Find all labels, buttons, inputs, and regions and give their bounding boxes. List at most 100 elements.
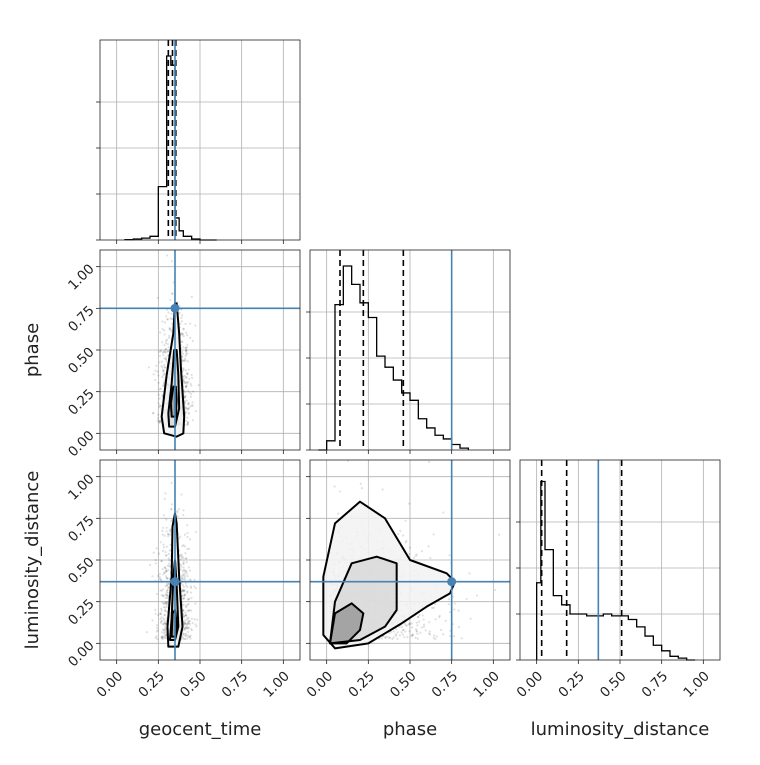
sample-point [186,622,190,625]
sample-point [408,622,412,625]
sample-point [183,533,187,536]
sample-point [427,545,430,548]
sample-point [158,404,162,407]
sample-point [163,344,166,347]
sample-point [181,544,184,548]
sample-point [187,566,190,569]
sample-point [183,624,186,627]
sample-point [460,637,463,640]
sample-point [180,588,183,591]
sample-point [186,603,189,607]
sample-point [165,589,169,592]
sample-point [438,616,441,619]
y-tick-label: 0.00 [65,428,98,461]
sample-point [182,578,185,581]
sample-point [396,637,399,640]
sample-point [182,597,185,600]
y-tick-label: 1.00 [65,471,98,504]
sample-point [164,356,168,359]
sample-point [415,630,418,633]
sample-point [180,332,183,335]
sample-point [447,603,450,606]
sample-point [185,627,189,630]
sample-point [185,349,188,353]
y-tick-label: 1.00 [65,261,98,294]
truth-marker [170,303,180,313]
sample-point [182,562,185,566]
x-axis-label-luminosity_distance: luminosity_distance [531,719,710,740]
sample-point [155,624,159,627]
sample-point [154,612,157,615]
sample-point [182,328,185,331]
sample-point [163,618,166,622]
sample-point [182,616,185,619]
sample-point [183,576,186,579]
sample-point [187,389,190,392]
sample-point [160,636,163,639]
sample-point [411,633,414,636]
sample-point [184,574,187,578]
sample-point [417,615,420,619]
sample-point [422,625,426,628]
sample-point [392,630,395,633]
sample-point [164,622,167,625]
sample-point [167,568,170,572]
sample-point [183,396,186,399]
sample-point [165,605,168,608]
sample-point [179,568,182,571]
sample-point [185,381,188,384]
sample-point [157,402,160,405]
truth-marker [170,577,180,587]
sample-point [183,396,186,399]
sample-point [453,602,457,605]
sample-point [184,354,187,358]
sample-point [188,609,191,612]
sample-point [181,574,185,577]
sample-point [166,564,169,567]
sample-point [188,626,191,629]
sample-point [189,585,192,588]
sample-point [186,408,189,411]
sample-point [167,585,171,589]
sample-point [185,584,188,587]
sample-point [384,636,387,639]
sample-point [422,618,425,621]
sample-point [182,562,185,565]
sample-point [190,629,194,632]
sample-point [165,591,168,594]
sample-point [162,617,165,620]
sample-point [184,634,187,638]
sample-point [457,609,460,612]
sample-point [359,482,362,485]
sample-point [163,636,166,639]
sample-point [155,626,159,630]
sample-point [180,356,184,359]
sample-point [333,485,336,488]
sample-point [159,578,162,581]
sample-point [158,578,162,581]
sample-point [190,617,193,620]
sample-point [158,572,161,576]
sample-point [181,609,185,612]
sample-point [435,635,438,638]
sample-point [163,534,166,537]
sample-point [162,351,165,354]
sample-point [419,631,422,634]
x-tick-label: 0.50 [177,668,210,701]
sample-point [193,585,196,588]
sample-point [159,349,162,352]
sample-point [157,381,160,384]
sample-point [440,628,443,632]
sample-point [163,373,166,376]
sample-point [168,328,172,331]
sample-point [164,351,167,354]
sample-point [184,632,188,635]
sample-point [187,597,190,600]
sample-point [163,622,166,625]
sample-point [183,357,187,360]
sample-point [167,336,171,339]
sample-point [186,343,189,346]
sample-point [181,632,185,635]
sample-point [170,503,174,506]
sample-point [181,340,184,343]
